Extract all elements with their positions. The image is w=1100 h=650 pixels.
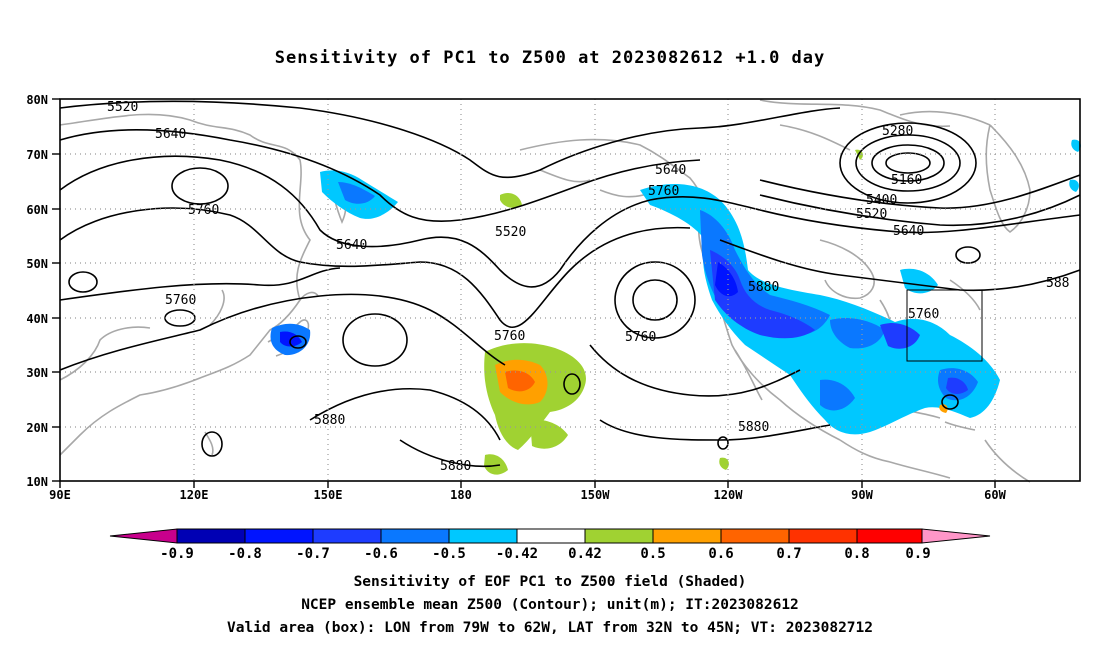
contour-label: 5280: [882, 124, 913, 139]
contour-label: 5880: [440, 459, 471, 474]
latitude-labels: 80N 70N 60N 50N 40N 30N 20N 10N: [26, 93, 48, 489]
colorbar-label: -0.7: [296, 546, 330, 562]
longitude-labels: 90E 120E 150E 180 150W 120W 90W 60W: [49, 488, 1006, 502]
lat-label: 10N: [26, 475, 48, 489]
contour-label: 588: [1046, 276, 1069, 291]
colorbar-swatch: [652, 528, 722, 544]
colorbar-swatch: [448, 528, 518, 544]
contour-label: 5520: [856, 207, 887, 222]
map-title: Sensitivity of PC1 to Z500 at 2023082612…: [274, 48, 826, 68]
colorbar-right-triangle: [921, 528, 991, 544]
contour-label: 5760: [494, 329, 525, 344]
lat-label: 40N: [26, 312, 48, 326]
gridlines: [60, 99, 1080, 481]
colorbar-label: 0.42: [568, 546, 602, 562]
contour-label: 5520: [107, 100, 138, 115]
contour-label: 5640: [336, 238, 367, 253]
colorbar-label: -0.9: [160, 546, 194, 562]
contour-label: 5880: [990, 459, 1021, 474]
contour-label: 5640: [893, 224, 924, 239]
colorbar-swatch: [176, 528, 246, 544]
lat-label: 50N: [26, 257, 48, 271]
caption-contour: NCEP ensemble mean Z500 (Contour); unit(…: [301, 597, 799, 613]
contour-label: 5760: [165, 293, 196, 308]
contour-label: 5760: [188, 203, 219, 218]
colorbar-swatch: [788, 528, 858, 544]
valid-area-box: [906, 289, 983, 362]
colorbar-label: -0.8: [228, 546, 262, 562]
colorbar-label: -0.5: [432, 546, 466, 562]
lat-label: 20N: [26, 421, 48, 435]
lon-label: 150W: [581, 488, 611, 502]
contour-label: 5760: [930, 253, 961, 268]
colorbar: -0.9 -0.8 -0.7 -0.6 -0.5 -0.42 0.42 0.5 …: [109, 528, 991, 562]
contour-label: 5640: [655, 163, 686, 178]
colorbar-label: -0.42: [496, 546, 538, 562]
contour-label: 5760: [648, 184, 679, 199]
contour-labels: 5520 5640 5760 5640 5760 5520 5640 5760 …: [107, 100, 1069, 474]
coastlines: [59, 99, 1031, 483]
lat-label: 60N: [26, 203, 48, 217]
colorbar-swatch: [312, 528, 382, 544]
caption-valid-area: Valid area (box): LON from 79W to 62W, L…: [226, 620, 873, 636]
axis-ticks: [52, 98, 996, 488]
colorbar-swatch: [380, 528, 450, 544]
lon-label: 90E: [49, 488, 71, 502]
colorbar-swatch: [856, 528, 923, 544]
colorbar-left-triangle: [109, 528, 178, 544]
lat-label: 30N: [26, 366, 48, 380]
lon-label: 150E: [314, 488, 343, 502]
colorbar-swatch: [244, 528, 314, 544]
contour-label: 5640: [155, 127, 186, 142]
contour-label: 5520: [495, 225, 526, 240]
lat-label: 70N: [26, 148, 48, 162]
colorbar-label: 0.6: [708, 546, 733, 562]
lon-label: 120W: [714, 488, 744, 502]
colorbar-label: -0.6: [364, 546, 398, 562]
contour-label: 5760: [908, 307, 939, 322]
contour-label: 5880: [738, 420, 769, 435]
caption-shaded: Sensitivity of EOF PC1 to Z500 field (Sh…: [353, 574, 747, 590]
contour-label: 5160: [891, 173, 922, 188]
colorbar-label: 0.7: [776, 546, 801, 562]
lon-label: 180: [450, 488, 472, 502]
contour-label: 5880: [748, 280, 779, 295]
lon-label: 60W: [984, 488, 1006, 502]
colorbar-label: 0.9: [905, 546, 930, 562]
colorbar-label: 0.8: [844, 546, 869, 562]
contour-label: 5880: [314, 413, 345, 428]
colorbar-swatch: [516, 528, 586, 544]
contour-label: 5400: [866, 193, 897, 208]
colorbar-swatch: [720, 528, 790, 544]
lat-label: 80N: [26, 93, 48, 107]
colorbar-swatch: [584, 528, 654, 544]
lon-label: 90W: [851, 488, 873, 502]
lon-label: 120E: [180, 488, 209, 502]
contour-label: 5760: [625, 330, 656, 345]
colorbar-label: 0.5: [640, 546, 665, 562]
contour-label: 5640: [930, 239, 961, 254]
map-frame: [59, 98, 1081, 482]
